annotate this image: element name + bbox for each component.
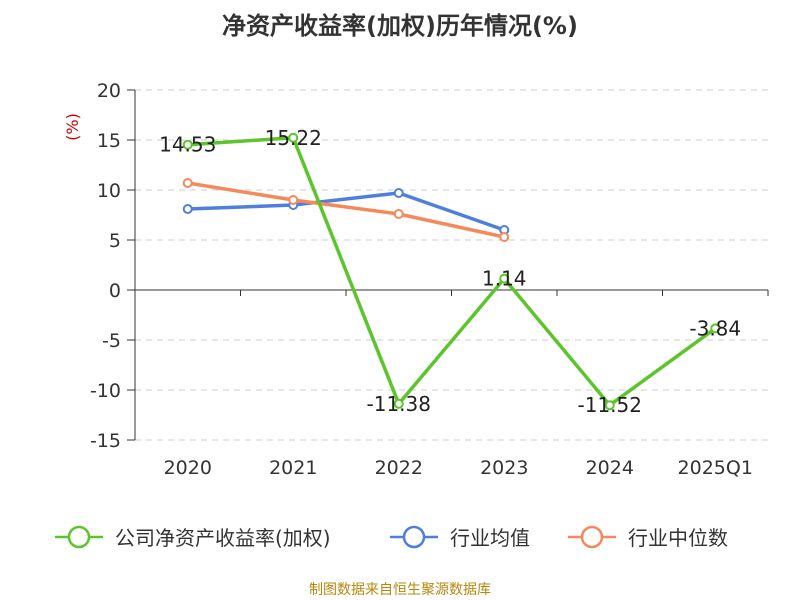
y-tick-label: 20: [97, 80, 121, 102]
series-point-0: [710, 323, 721, 334]
data-label: -11.52: [578, 393, 642, 417]
legend-label: 行业均值: [450, 526, 530, 550]
chart-title: 净资产收益率(加权)历年情况(%): [222, 12, 578, 40]
y-tick-label: -10: [90, 380, 121, 402]
source-note: 制图数据来自恒生聚源数据库: [309, 582, 491, 598]
series-point-2: [182, 178, 193, 188]
data-label: -3.84: [689, 316, 741, 340]
data-label: 15.22: [265, 126, 322, 150]
series-point-0: [499, 273, 510, 284]
legend-label: 公司净资产收益率(加权): [115, 526, 331, 550]
series-point-1: [182, 204, 193, 214]
x-tick-label: 2020: [164, 457, 212, 479]
y-tick-label: -15: [90, 430, 121, 452]
y-tick-label: 5: [109, 230, 121, 252]
legend-marker: [67, 525, 91, 549]
series-point-1: [393, 188, 404, 198]
legend-item: 行业均值: [390, 525, 530, 550]
series-line-0: [186, 136, 717, 407]
series-point-2: [288, 195, 299, 205]
legend-marker: [402, 525, 426, 549]
x-tick-label: 2025Q1: [678, 457, 753, 479]
x-tick-label: 2024: [586, 457, 634, 479]
x-tick-label: 2022: [375, 457, 423, 479]
series-point-0: [604, 400, 615, 411]
series-point-2: [499, 232, 510, 242]
series-line-1: [186, 191, 506, 232]
y-tick-label: 0: [109, 280, 121, 302]
data-label: 1.14: [482, 267, 527, 291]
legend-item: 行业中位数: [568, 525, 728, 550]
data-labels: 14.53 15.22 -11.38 1.14 -11.52 -3.84: [159, 126, 741, 417]
legend-marker: [580, 525, 604, 549]
series-line-2: [186, 181, 506, 239]
series-point-0: [288, 132, 299, 143]
axes: 20 15 10 5 0 -5 -10 -15 2020 2021 2022 2023 2024 2025…: [63, 80, 769, 479]
data-label: -11.38: [367, 392, 431, 416]
x-tick-label: 2021: [269, 457, 317, 479]
y-tick-label: 10: [97, 180, 121, 202]
y-tick-label: 15: [97, 130, 121, 152]
legend-item: 公司净资产收益率(加权): [55, 525, 331, 550]
series-point-0: [182, 139, 193, 150]
y-tick-label: -5: [102, 330, 121, 352]
legend: 公司净资产收益率(加权) 行业均值 行业中位数: [55, 525, 728, 550]
legend-label: 行业中位数: [628, 526, 728, 550]
series: [182, 132, 721, 411]
y-axis-label: (%): [63, 113, 82, 141]
series-point-2: [393, 209, 404, 219]
series-point-0: [393, 398, 404, 409]
data-label: 14.53: [159, 133, 216, 157]
x-tick-label: 2023: [480, 457, 528, 479]
